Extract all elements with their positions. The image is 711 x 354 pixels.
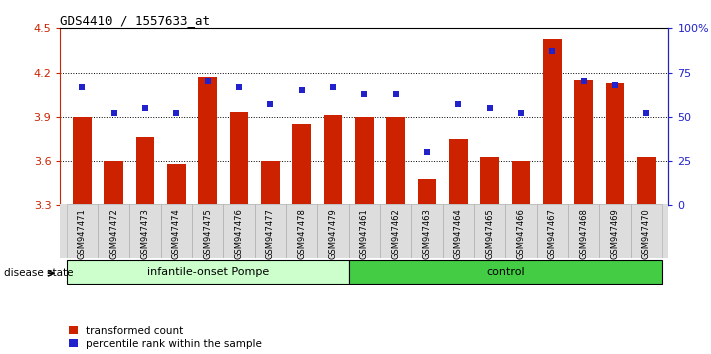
- Point: [108, 110, 119, 116]
- Bar: [637, 156, 656, 205]
- FancyBboxPatch shape: [255, 204, 286, 258]
- Bar: [543, 39, 562, 205]
- Bar: [355, 117, 374, 205]
- Point: [296, 87, 307, 93]
- FancyBboxPatch shape: [129, 204, 161, 258]
- Point: [359, 91, 370, 97]
- Text: GSM947475: GSM947475: [203, 208, 212, 259]
- Text: GDS4410 / 1557633_at: GDS4410 / 1557633_at: [60, 14, 210, 27]
- Text: GSM947478: GSM947478: [297, 208, 306, 259]
- Text: infantile-onset Pompe: infantile-onset Pompe: [146, 267, 269, 277]
- Text: GSM947471: GSM947471: [78, 208, 87, 259]
- Point: [422, 149, 433, 155]
- Point: [453, 102, 464, 107]
- Bar: [449, 139, 468, 205]
- Point: [171, 110, 182, 116]
- FancyBboxPatch shape: [443, 204, 474, 258]
- Text: GSM947476: GSM947476: [235, 208, 244, 259]
- Text: GSM947461: GSM947461: [360, 208, 369, 259]
- Text: GSM947462: GSM947462: [391, 208, 400, 259]
- FancyBboxPatch shape: [192, 204, 223, 258]
- Bar: [386, 117, 405, 205]
- Point: [139, 105, 151, 111]
- FancyBboxPatch shape: [412, 204, 443, 258]
- Text: GSM947474: GSM947474: [172, 208, 181, 259]
- Point: [484, 105, 496, 111]
- Text: GSM947473: GSM947473: [141, 208, 149, 259]
- FancyBboxPatch shape: [631, 204, 662, 258]
- Point: [77, 84, 88, 90]
- Point: [327, 84, 338, 90]
- FancyBboxPatch shape: [506, 204, 537, 258]
- Point: [641, 110, 652, 116]
- Point: [609, 82, 621, 88]
- Text: GSM947472: GSM947472: [109, 208, 118, 259]
- Bar: [261, 161, 280, 205]
- FancyBboxPatch shape: [98, 204, 129, 258]
- Text: GSM947470: GSM947470: [642, 208, 651, 259]
- Bar: [105, 161, 123, 205]
- Text: disease state: disease state: [4, 268, 73, 278]
- FancyBboxPatch shape: [568, 204, 599, 258]
- FancyBboxPatch shape: [223, 204, 255, 258]
- Bar: [512, 161, 530, 205]
- FancyBboxPatch shape: [348, 204, 380, 258]
- Bar: [324, 115, 343, 205]
- Bar: [292, 124, 311, 205]
- Bar: [167, 164, 186, 205]
- Text: GSM947467: GSM947467: [548, 208, 557, 259]
- Point: [390, 91, 402, 97]
- Bar: [481, 156, 499, 205]
- Point: [578, 79, 589, 84]
- Text: GSM947479: GSM947479: [328, 208, 338, 259]
- FancyBboxPatch shape: [537, 204, 568, 258]
- Point: [202, 79, 213, 84]
- Bar: [73, 117, 92, 205]
- Bar: [230, 113, 248, 205]
- FancyBboxPatch shape: [67, 260, 348, 284]
- Text: GSM947477: GSM947477: [266, 208, 275, 259]
- Bar: [574, 80, 593, 205]
- Point: [515, 110, 527, 116]
- FancyBboxPatch shape: [286, 204, 317, 258]
- Bar: [606, 83, 624, 205]
- Point: [233, 84, 245, 90]
- Text: GSM947466: GSM947466: [517, 208, 525, 259]
- Text: GSM947468: GSM947468: [579, 208, 588, 259]
- FancyBboxPatch shape: [599, 204, 631, 258]
- Bar: [198, 77, 217, 205]
- Text: GSM947465: GSM947465: [485, 208, 494, 259]
- Text: GSM947464: GSM947464: [454, 208, 463, 259]
- Text: control: control: [486, 267, 525, 277]
- FancyBboxPatch shape: [317, 204, 348, 258]
- FancyBboxPatch shape: [161, 204, 192, 258]
- Bar: [417, 179, 437, 205]
- FancyBboxPatch shape: [348, 260, 662, 284]
- Text: GSM947469: GSM947469: [611, 208, 619, 259]
- Text: GSM947463: GSM947463: [422, 208, 432, 259]
- Bar: [136, 137, 154, 205]
- FancyBboxPatch shape: [380, 204, 412, 258]
- Point: [264, 102, 276, 107]
- Point: [547, 48, 558, 54]
- FancyBboxPatch shape: [67, 204, 98, 258]
- Legend: transformed count, percentile rank within the sample: transformed count, percentile rank withi…: [69, 326, 262, 349]
- FancyBboxPatch shape: [474, 204, 506, 258]
